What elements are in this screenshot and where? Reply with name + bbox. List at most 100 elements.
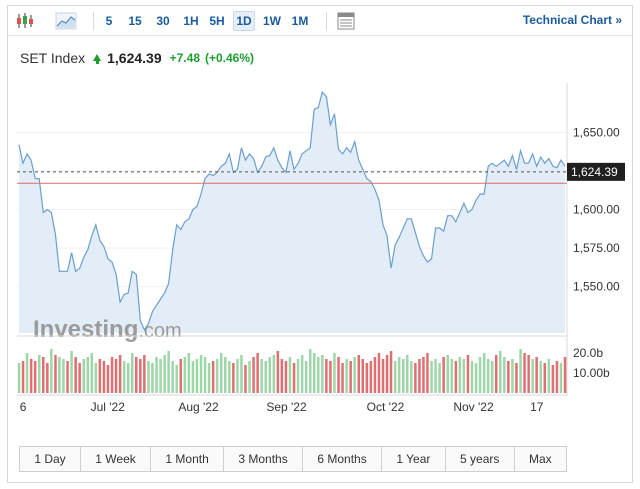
time-tick-label: Jul '22 [91, 400, 126, 414]
volume-bar [426, 353, 429, 393]
volume-bar [482, 353, 486, 393]
volume-bar [369, 361, 373, 393]
volume-bar [90, 353, 94, 393]
timeframe-30[interactable]: 30 [156, 14, 170, 28]
timeframe-5h[interactable]: 5H [209, 14, 225, 28]
volume-bar [175, 365, 178, 393]
volume-bar [264, 361, 267, 393]
price-line [18, 90, 566, 332]
volume-bar [418, 359, 421, 393]
volume-bar [102, 361, 106, 393]
timeframe-1m[interactable]: 1M [291, 14, 309, 28]
volume-bar [357, 355, 360, 393]
volume-bar [159, 359, 162, 393]
volume-bar [491, 361, 494, 393]
period-1-year[interactable]: 1 Year [382, 447, 446, 471]
period-1-week[interactable]: 1 Week [81, 447, 152, 471]
volume-bar [559, 363, 563, 393]
period-5-years[interactable]: 5 years [446, 447, 515, 471]
time-tick-label: 6 [20, 400, 27, 414]
volume-bar [389, 351, 393, 393]
candlestick-icon[interactable] [14, 10, 38, 32]
period-6-months[interactable]: 6 Months [303, 447, 383, 471]
instrument-name: SET Index [20, 50, 86, 66]
volume-bar [329, 361, 332, 393]
volume-bar [373, 357, 377, 393]
volume-bar [29, 359, 33, 393]
volume-bar [98, 359, 102, 393]
volume-bar [365, 363, 369, 393]
current-price-label: 1,624.39 [571, 165, 618, 179]
volume-bar [325, 359, 328, 393]
volume-bar [58, 357, 61, 393]
volume-bar [114, 359, 118, 393]
timeframe-1w[interactable]: 1W [263, 14, 281, 28]
volume-bar [50, 349, 53, 393]
volume-bar [300, 355, 304, 393]
timeframe-5[interactable]: 5 [105, 14, 113, 28]
time-tick-label: Nov '22 [453, 400, 494, 414]
volume-bar [446, 355, 449, 393]
volume-bar [345, 359, 348, 393]
volume-bar [38, 355, 41, 393]
volume-bar [127, 363, 130, 393]
volume-bar [62, 359, 65, 393]
volume-bar [397, 357, 401, 393]
volume-bar [256, 353, 259, 393]
volume-bar [268, 357, 271, 393]
volume-bar [377, 353, 381, 393]
price-tick-label: 1,575.00 [573, 241, 620, 255]
volume-tick-label: 20.0b [573, 346, 603, 360]
volume-bar [434, 359, 437, 393]
volume-bar [228, 361, 231, 393]
volume-bar [535, 357, 538, 393]
volume-bar [94, 363, 98, 393]
volume-bar [248, 361, 251, 393]
time-tick-label: 17 [530, 400, 544, 414]
volume-bar [211, 361, 215, 393]
volume-bar [232, 363, 235, 393]
volume-bar [450, 359, 453, 393]
volume-bar [244, 365, 247, 393]
technical-chart-link[interactable]: Technical Chart » [522, 13, 622, 27]
toolbar-separator [326, 12, 327, 30]
volume-bar [543, 363, 546, 393]
volume-bar [118, 355, 122, 393]
area-chart-icon[interactable] [54, 10, 78, 32]
volume-bar [414, 363, 417, 393]
period-1-month[interactable]: 1 Month [151, 447, 225, 471]
timeframe-1d[interactable]: 1D [233, 11, 255, 31]
volume-bar [292, 363, 296, 393]
volume-bar [220, 353, 223, 393]
volume-bar [304, 361, 308, 393]
volume-bar [321, 355, 324, 393]
volume-bar [519, 349, 522, 393]
data-table-icon[interactable] [334, 10, 358, 32]
volume-bar [224, 357, 227, 393]
period-selector: 1 Day 1 Week 1 Month 3 Months 6 Months 1… [19, 446, 567, 472]
volume-bar [21, 361, 25, 393]
volume-bar [515, 363, 518, 393]
timeframe-15[interactable]: 15 [128, 14, 142, 28]
volume-bar [167, 351, 170, 393]
time-tick-label: Oct '22 [367, 400, 405, 414]
volume-bar [470, 361, 474, 393]
volume-bar [503, 357, 506, 393]
timeframe-1h[interactable]: 1H [183, 14, 199, 28]
volume-bar [333, 353, 336, 393]
volume-bar [42, 357, 45, 393]
volume-bar [337, 357, 340, 393]
volume-bar [135, 357, 138, 393]
volume-bar [155, 357, 158, 393]
period-max[interactable]: Max [529, 452, 552, 466]
volume-bar [284, 361, 288, 393]
chart-toolbar: 5 15 30 1H 5H 1D 1W 1M Technical Chart » [8, 6, 632, 36]
price-tick-label: 1,650.00 [573, 125, 620, 139]
volume-axis: 10.00b 20.0b [573, 346, 610, 380]
period-3-months[interactable]: 3 Months [224, 447, 304, 471]
volume-bar [317, 357, 320, 393]
period-1-day[interactable]: 1 Day [20, 447, 81, 471]
volume-bar [511, 359, 514, 393]
volume-bar [458, 357, 462, 393]
